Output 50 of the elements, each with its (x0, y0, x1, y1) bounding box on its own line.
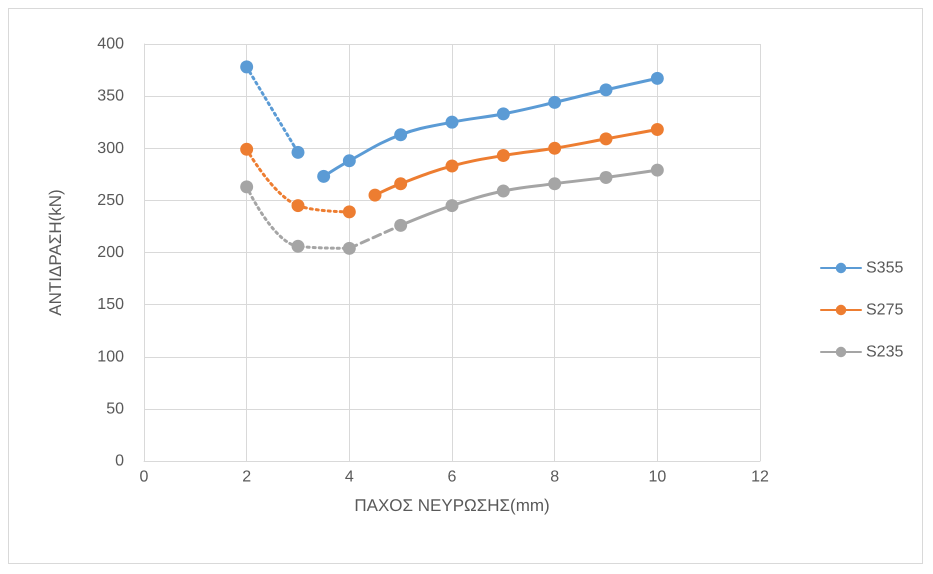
y-tick-label: 400 (97, 36, 124, 52)
point (600, 170, 612, 184)
point (292, 146, 304, 159)
point (600, 83, 612, 96)
x-tick-label: 8 (550, 468, 560, 486)
point (548, 142, 562, 155)
point (650, 164, 664, 177)
point (496, 149, 510, 162)
point (292, 199, 304, 212)
point (496, 184, 510, 198)
point (368, 188, 382, 202)
point (548, 177, 562, 190)
point (548, 96, 562, 109)
point (317, 170, 330, 183)
x-tick-label: 2 (242, 468, 252, 486)
y-tick-label: 350 (97, 88, 124, 105)
x-tick-label: 12 (751, 468, 769, 486)
point (342, 205, 356, 218)
point (394, 218, 408, 232)
point (240, 180, 254, 194)
point (650, 72, 664, 85)
x-tick-label: 10 (648, 468, 666, 486)
y-tick-label: 200 (97, 244, 124, 261)
point (394, 177, 408, 190)
point (650, 122, 664, 136)
legend-label: S355 (866, 260, 904, 276)
point (496, 107, 510, 120)
y-tick-label: 100 (97, 348, 124, 366)
x-tick-label: 4 (344, 468, 354, 486)
y-tick-label: 250 (97, 192, 124, 209)
legend-label: S235 (866, 344, 904, 360)
point (240, 142, 254, 156)
point (446, 116, 458, 129)
x-tick-label: 0 (140, 468, 149, 486)
y-tick-label: 300 (97, 140, 124, 157)
point (446, 159, 458, 172)
point (342, 242, 356, 255)
point (240, 60, 254, 74)
x-axis-title: ΠΑΧΟΣ ΝΕΥΡΩΣΗΣ(mm) (354, 496, 550, 515)
x-tick-label: 6 (448, 468, 457, 486)
y-axis-title: ΑΝΤΙΔΡΑΣΗ(kN) (46, 189, 65, 316)
point (600, 132, 612, 146)
point (292, 240, 304, 253)
point (342, 154, 356, 168)
y-tick-label: 0 (115, 452, 124, 470)
y-tick-label: 50 (106, 400, 124, 418)
point (446, 199, 458, 212)
point (394, 128, 408, 142)
y-tick-label: 150 (97, 296, 124, 314)
legend-label: S275 (866, 302, 904, 318)
